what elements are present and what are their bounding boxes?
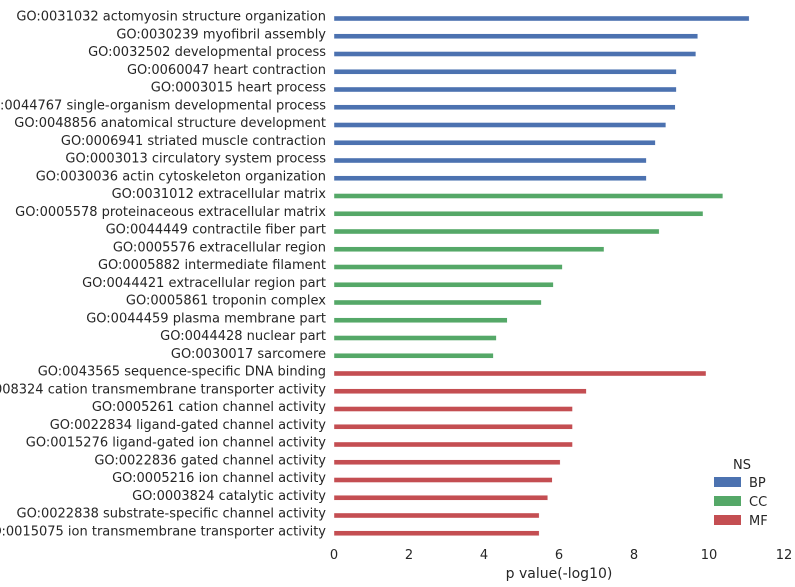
x-tick-label: 12: [776, 548, 793, 563]
y-tick-label: GO:0022834 ligand-gated channel activity: [50, 418, 327, 433]
x-tick-label: 0: [330, 548, 338, 563]
legend-entries: BP CC MF: [714, 476, 768, 529]
bar-bp: [333, 157, 647, 164]
x-tick-label: 10: [701, 548, 718, 563]
bar-mf: [333, 388, 587, 394]
y-tick-label: GO:0031012 extracellular matrix: [112, 187, 327, 202]
y-tick-label: GO:0022838 substrate-specific channel ac…: [17, 507, 327, 522]
y-tick-labels: GO:0031032 actomyosin structure organiza…: [0, 10, 326, 540]
bar-cc: [333, 264, 563, 270]
x-tick-label: 4: [480, 548, 488, 563]
legend-title: NS: [733, 458, 751, 473]
bar-bp: [333, 175, 647, 181]
bar-cc: [333, 228, 660, 235]
y-tick-label: GO:0022836 gated channel activity: [94, 453, 326, 468]
bar-cc: [333, 282, 554, 288]
legend-label: MF: [749, 514, 768, 529]
bar-mf: [333, 477, 553, 483]
bar-mf: [333, 495, 548, 501]
x-tick-label: 2: [405, 548, 413, 563]
x-tick-labels: 0 2 4 6 8 10 12: [330, 548, 792, 563]
y-tick-label: GO:0044767 single-organism developmental…: [0, 98, 326, 113]
bar-mf: [333, 441, 573, 448]
legend-swatch-mf: [714, 515, 741, 525]
y-tick-label: GO:0032502 developmental process: [88, 45, 326, 60]
y-tick-label: GO:0006941 striated muscle contraction: [61, 134, 326, 149]
bar-cc: [333, 299, 542, 306]
legend-label: BP: [749, 476, 766, 491]
bar-bp: [333, 104, 676, 110]
y-tick-label: GO:0005261 cation channel activity: [92, 400, 326, 415]
y-tick-label: GO:0031032 actomyosin structure organiza…: [16, 10, 326, 25]
bar-mf: [333, 424, 573, 430]
bar-cc: [333, 335, 497, 341]
y-tick-label: GO:0005216 ion channel activity: [112, 471, 326, 486]
y-tick-label: GO:0015276 ligand-gated ion channel acti…: [26, 436, 327, 451]
x-tick-label: 8: [630, 548, 638, 563]
y-tick-label: GO:0005578 proteinaceous extracellular m…: [15, 205, 326, 220]
bar-cc: [333, 246, 605, 252]
bar-mf: [333, 459, 561, 465]
y-tick-label: GO:0043565 sequence-specific DNA binding: [38, 365, 326, 380]
y-tick-label: GO:0044459 plasma membrane part: [86, 311, 326, 326]
bar-cc: [333, 193, 724, 199]
y-tick-label: GO:0003013 circulatory system process: [65, 152, 326, 167]
y-tick-label: GO:0030239 myofibril assembly: [116, 27, 326, 42]
bar-mf: [333, 530, 540, 536]
bar-bp: [333, 33, 698, 39]
legend-swatch-cc: [714, 496, 741, 506]
y-tick-label: GO:0030036 actin cytoskeleton organizati…: [36, 169, 326, 184]
bar-cc: [333, 317, 508, 323]
y-tick-label: GO:0008324 cation transmembrane transpor…: [0, 382, 326, 397]
bar-bp: [333, 122, 667, 128]
legend-swatch-bp: [714, 477, 741, 487]
y-tick-label: GO:0044421 extracellular region part: [82, 276, 326, 291]
legend-label: CC: [749, 495, 767, 510]
bar-bp: [333, 15, 750, 22]
bar-bp: [333, 86, 677, 93]
y-tick-label: GO:0044428 nuclear part: [160, 329, 326, 344]
bar-mf: [333, 512, 540, 519]
y-tick-label: GO:0003824 catalytic activity: [132, 489, 326, 504]
bar-bp: [333, 51, 697, 57]
bar-mf: [333, 406, 573, 412]
bar-bp: [333, 140, 656, 146]
y-tick-label: GO:0044449 contractile fiber part: [106, 223, 326, 238]
y-tick-label: GO:0048856 anatomical structure developm…: [14, 116, 326, 131]
bar-cc: [333, 211, 704, 217]
x-tick-label: 6: [555, 548, 563, 563]
bars-layer: [333, 15, 750, 536]
y-tick-label: GO:0060047 heart contraction: [127, 63, 326, 78]
bar-cc: [333, 353, 494, 359]
bar-mf: [333, 370, 707, 377]
legend: NS BP CC MF: [714, 458, 768, 529]
y-tick-label: GO:0003015 heart process: [151, 81, 326, 96]
y-tick-label: GO:0030017 sarcomere: [171, 347, 326, 362]
y-tick-label: GO:0015075 ion transmembrane transporter…: [0, 524, 326, 539]
y-tick-label: GO:0005861 troponin complex: [126, 294, 326, 309]
y-tick-label: GO:0005882 intermediate filament: [98, 258, 326, 273]
bar-bp: [333, 69, 677, 75]
x-axis-label: p value(-log10): [506, 566, 613, 582]
y-tick-label: GO:0005576 extracellular region: [113, 240, 326, 255]
